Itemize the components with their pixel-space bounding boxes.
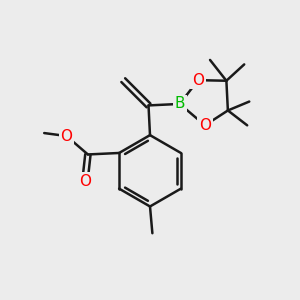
Text: O: O [61,128,73,143]
Text: O: O [79,174,91,189]
Text: O: O [199,118,211,133]
Text: O: O [192,73,204,88]
Text: B: B [175,96,185,111]
